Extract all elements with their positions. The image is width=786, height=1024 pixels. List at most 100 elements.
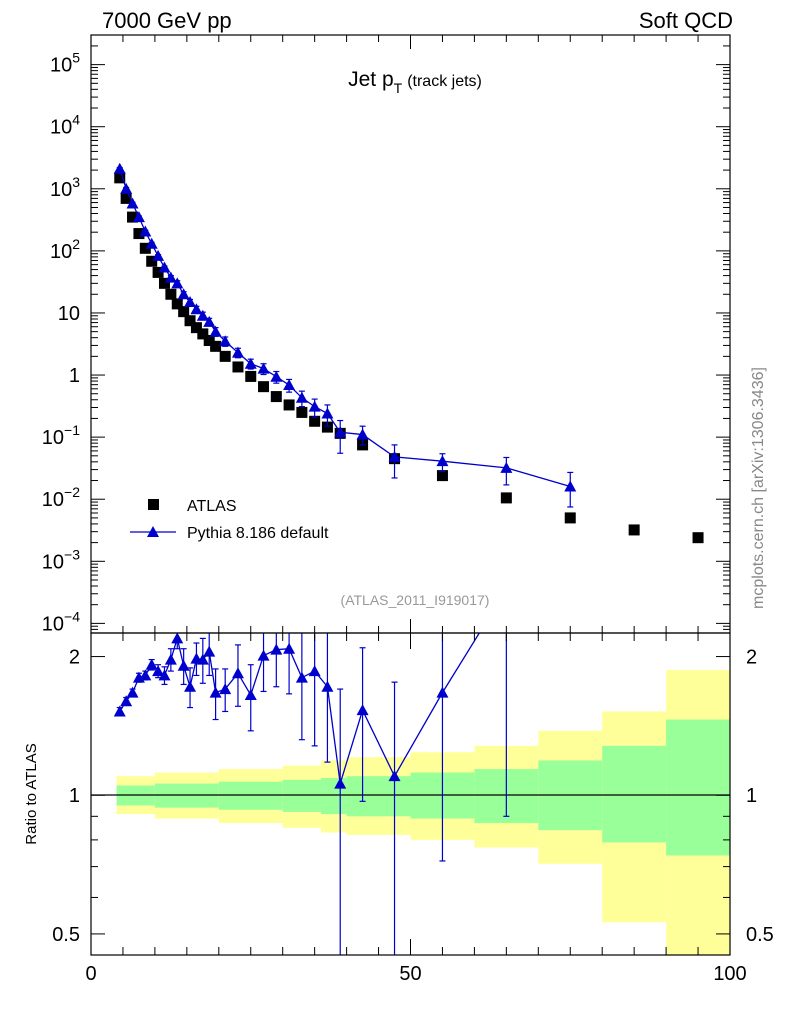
pythia-point <box>132 211 145 223</box>
ratio-pythia-point <box>158 669 171 681</box>
ratio-axes: 0.5 0.5 1 1 2 2 0 50 100 <box>52 633 774 985</box>
ratio-pythia-point <box>270 643 283 655</box>
ratio-pythia-point <box>177 659 190 671</box>
pythia-point <box>158 261 171 273</box>
y-tick-label: 102 <box>50 236 80 263</box>
pythia-point <box>295 391 308 403</box>
ratio-uncertainty-bands <box>116 670 730 955</box>
header-right-label: Soft QCD <box>639 8 733 33</box>
ratio-pythia-point <box>184 680 197 692</box>
pythia-point <box>209 325 222 337</box>
ratio-pythia-point <box>139 669 152 681</box>
pythia-point <box>113 162 126 174</box>
pythia-point <box>203 315 216 327</box>
ratio-pythia-point <box>120 695 133 707</box>
ratio-y-axis-label: Ratio to ATLAS <box>23 743 40 844</box>
pythia-point <box>500 461 513 473</box>
ratio-marks <box>113 583 512 955</box>
x-tick-label: 0 <box>85 963 96 985</box>
pythia-point <box>244 357 257 369</box>
ratio-y-tick-label-left: 1 <box>69 785 80 807</box>
ratio-series-group <box>113 583 512 955</box>
atlas-point <box>692 532 704 544</box>
pythia-point <box>388 450 401 462</box>
title-subscript: T <box>394 80 403 96</box>
analysis-reference: (ATLAS_2011_I919017) <box>341 592 490 608</box>
ratio-pythia-point <box>295 671 308 683</box>
ratio-pythia-point <box>113 705 126 717</box>
atlas-point <box>127 211 139 223</box>
ratio-y-tick-label-right: 2 <box>746 647 757 669</box>
pythia-point <box>564 480 577 492</box>
atlas-point <box>564 512 576 524</box>
atlas-point <box>219 350 231 362</box>
pythia-point <box>356 428 369 440</box>
ratio-pythia-point <box>500 583 512 594</box>
pythia-point <box>283 379 296 391</box>
pythia-point <box>334 426 347 438</box>
pythia-point <box>257 362 270 374</box>
y-tick-label: 10−1 <box>42 422 80 449</box>
atlas-point <box>152 266 164 278</box>
ratio-pythia-point <box>436 686 449 698</box>
y-tick-label: 10−4 <box>42 608 80 635</box>
ratio-pythia-point <box>308 665 321 677</box>
pythia-point <box>177 288 190 300</box>
ratio-y-tick-label-left: 2 <box>69 647 80 669</box>
pythia-point <box>219 335 232 347</box>
ratio-pythia-point <box>283 642 296 654</box>
atlas-point <box>232 361 244 373</box>
atlas-point <box>197 328 209 340</box>
ratio-y-tick-label-left: 0.5 <box>52 924 80 946</box>
side-credit-label: mcplots.cern.ch [arXiv:1306.3436] <box>750 367 767 609</box>
header: 7000 GeV pp Soft QCD <box>102 8 733 33</box>
y-tick-label: 10 <box>58 303 80 325</box>
atlas-point <box>500 492 512 504</box>
main-marks <box>113 162 704 544</box>
ratio-pythia-point <box>257 649 270 661</box>
ratio-pythia-point <box>356 704 369 716</box>
legend-label-pythia: Pythia 8.186 default <box>187 525 329 542</box>
atlas-point <box>321 421 333 433</box>
title-main: Jet p <box>348 68 394 91</box>
y-tick-label: 10−3 <box>42 546 80 573</box>
pythia-point <box>171 277 184 289</box>
header-left-label: 7000 GeV pp <box>102 8 232 33</box>
inner-uncertainty-band <box>666 719 730 856</box>
pythia-point <box>231 346 244 358</box>
ratio-y-tick-label-right: 1 <box>746 785 757 807</box>
atlas-point <box>296 406 308 418</box>
atlas-point <box>203 335 215 347</box>
y-tick-label: 103 <box>50 174 80 201</box>
legend-marker-atlas <box>148 499 159 510</box>
pythia-point <box>270 370 283 382</box>
ratio-pythia-point <box>321 680 334 692</box>
ratio-pythia-point <box>152 665 165 677</box>
ratio-pythia-point <box>231 667 244 679</box>
atlas-point <box>309 415 321 427</box>
ratio-pythia-point <box>145 658 158 670</box>
atlas-point <box>139 242 151 254</box>
pythia-point <box>190 303 203 315</box>
pythia-point <box>152 249 165 261</box>
atlas-point <box>270 391 282 403</box>
inner-uncertainty-band <box>602 745 667 843</box>
pythia-point <box>139 225 152 237</box>
pythia-line <box>119 168 571 488</box>
ratio-pythia-point <box>196 653 209 665</box>
y-tick-label: 104 <box>50 112 80 139</box>
ratio-pythia-point <box>171 633 184 644</box>
ratio-pythia-point <box>209 686 222 698</box>
ratio-pythia-point <box>334 777 347 789</box>
atlas-point <box>146 255 158 267</box>
legend: ATLAS Pythia 8.186 default <box>130 498 329 542</box>
plot-title: Jet pT (track jets) <box>348 68 482 96</box>
atlas-point <box>178 306 190 318</box>
ratio-panel: 0.5 0.5 1 1 2 2 0 50 100 Ratio to ATLAS <box>23 583 774 985</box>
pythia-point <box>164 271 177 283</box>
atlas-point <box>628 524 640 536</box>
pythia-point <box>120 182 133 194</box>
atlas-point <box>165 288 177 300</box>
legend-label-atlas: ATLAS <box>187 498 237 515</box>
